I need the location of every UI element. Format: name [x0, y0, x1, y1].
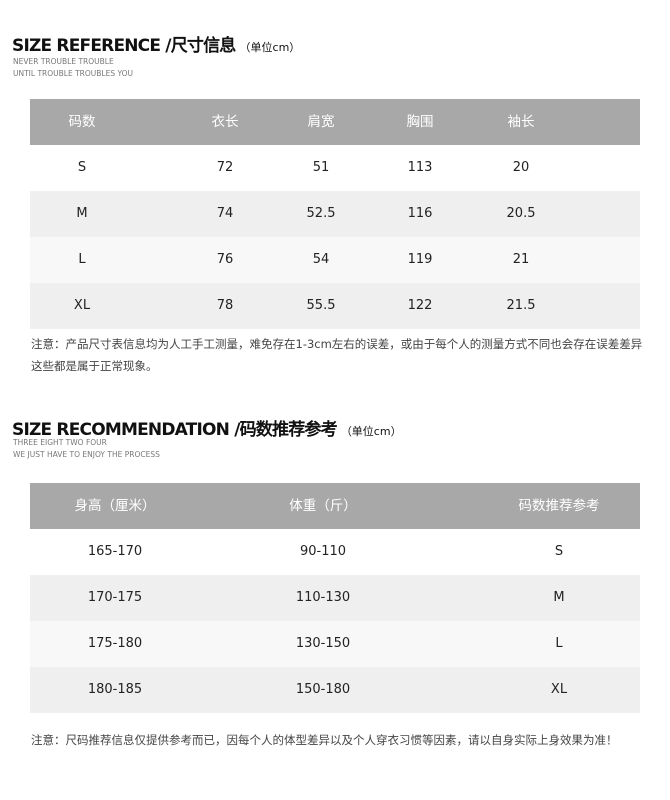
table-cell: 90-110 [299, 544, 347, 559]
recommendation-subtitle: THREE EIGHT TWO FOUR WE JUST HAVE TO ENJO… [13, 437, 160, 461]
table-cell: XL [73, 298, 91, 313]
table-cell: 150-180 [295, 682, 351, 697]
column-header: 肩宽 [307, 114, 335, 130]
recommendation-note: 注意：尺码推荐信息仅提供参考而已，因每个人的体型差异以及个人穿衣习惯等因素，请以… [31, 733, 618, 747]
table-cell: 55.5 [306, 298, 336, 313]
reference-subtitle: NEVER TROUBLE TROUBLE UNTIL TROUBLE TROUB… [13, 56, 133, 80]
table-row: 165-170 90-110 S [30, 529, 640, 575]
table-cell: S [554, 544, 564, 559]
table-cell: 52.5 [306, 206, 336, 221]
recommendation-title-text: SIZE RECOMMENDATION /码数推荐参考 [12, 420, 338, 440]
table-cell: M [76, 206, 88, 221]
subtitle-line: UNTIL TROUBLE TROUBLES YOU [13, 69, 134, 78]
subtitle-line: WE JUST HAVE TO ENJOY THE PROCESS [13, 450, 160, 459]
table-cell: 119 [407, 252, 433, 267]
reference-note: 注意：产品尺寸表信息均为人工手工测量，难免存在1-3cm左右的误差，或由于每个人… [31, 337, 643, 373]
table-cell: L [555, 636, 563, 651]
table-cell: 54 [312, 252, 330, 267]
reference-unit: （单位cm） [239, 41, 301, 54]
column-header: 胸围 [406, 114, 434, 130]
table-row: M 74 52.5 116 20.5 [30, 191, 640, 237]
subtitle-line: THREE EIGHT TWO FOUR [13, 438, 107, 447]
table-cell: 110-130 [295, 590, 351, 605]
recommendation-unit: （单位cm） [340, 425, 402, 438]
column-header: 身高（厘米） [74, 498, 156, 514]
table-cell: M [553, 590, 565, 605]
table-cell: 165-170 [87, 544, 143, 559]
table-cell: L [78, 252, 86, 267]
table-cell: 116 [407, 206, 433, 221]
column-header: 码数推荐参考 [518, 498, 600, 514]
table-cell: 130-150 [295, 636, 351, 651]
recommendation-title: SIZE RECOMMENDATION /码数推荐参考 （单位cm） [12, 415, 402, 440]
reference-title: SIZE REFERENCE /尺寸信息 （单位cm） [12, 31, 300, 56]
table-cell: 20.5 [506, 206, 536, 221]
table-header-row: 码数 衣长 肩宽 胸围 袖长 [30, 99, 640, 145]
table-row: 170-175 110-130 M [30, 575, 640, 621]
table-cell: 74 [216, 206, 234, 221]
table-cell: 21.5 [506, 298, 536, 313]
column-header: 袖长 [507, 114, 535, 130]
subtitle-line: NEVER TROUBLE TROUBLE [13, 57, 114, 66]
table-cell: 78 [216, 298, 234, 313]
size-recommendation-table: 身高（厘米） 体重（斤） 码数推荐参考 165-170 90-110 S 170-175 11… [30, 483, 640, 713]
table-cell: 21 [512, 252, 530, 267]
table-cell: 170-175 [87, 590, 143, 605]
reference-title-text: SIZE REFERENCE /尺寸信息 [12, 36, 236, 56]
column-header: 体重（斤） [289, 498, 357, 514]
table-cell: 113 [407, 160, 433, 175]
table-cell: 76 [216, 252, 234, 267]
table-cell: S [77, 160, 87, 175]
size-reference-table: 码数 衣长 肩宽 胸围 袖长 S 72 51 113 20 M 74 52.5 116 20.5 L 76 54 1… [30, 99, 640, 329]
table-row: S 72 51 113 20 [30, 145, 640, 191]
table-row: 180-185 150-180 XL [30, 667, 640, 713]
table-cell: 20 [512, 160, 530, 175]
table-row: XL 78 55.5 122 21.5 [30, 283, 640, 329]
table-cell: 122 [407, 298, 433, 313]
column-header: 衣长 [211, 114, 239, 130]
table-cell: 72 [216, 160, 234, 175]
table-cell: 180-185 [87, 682, 143, 697]
column-header: 码数 [68, 114, 96, 130]
table-cell: XL [550, 682, 568, 697]
table-header-row: 身高（厘米） 体重（斤） 码数推荐参考 [30, 483, 640, 529]
table-cell: 175-180 [87, 636, 143, 651]
table-cell: 51 [312, 160, 330, 175]
table-row: 175-180 130-150 L [30, 621, 640, 667]
table-row: L 76 54 119 21 [30, 237, 640, 283]
